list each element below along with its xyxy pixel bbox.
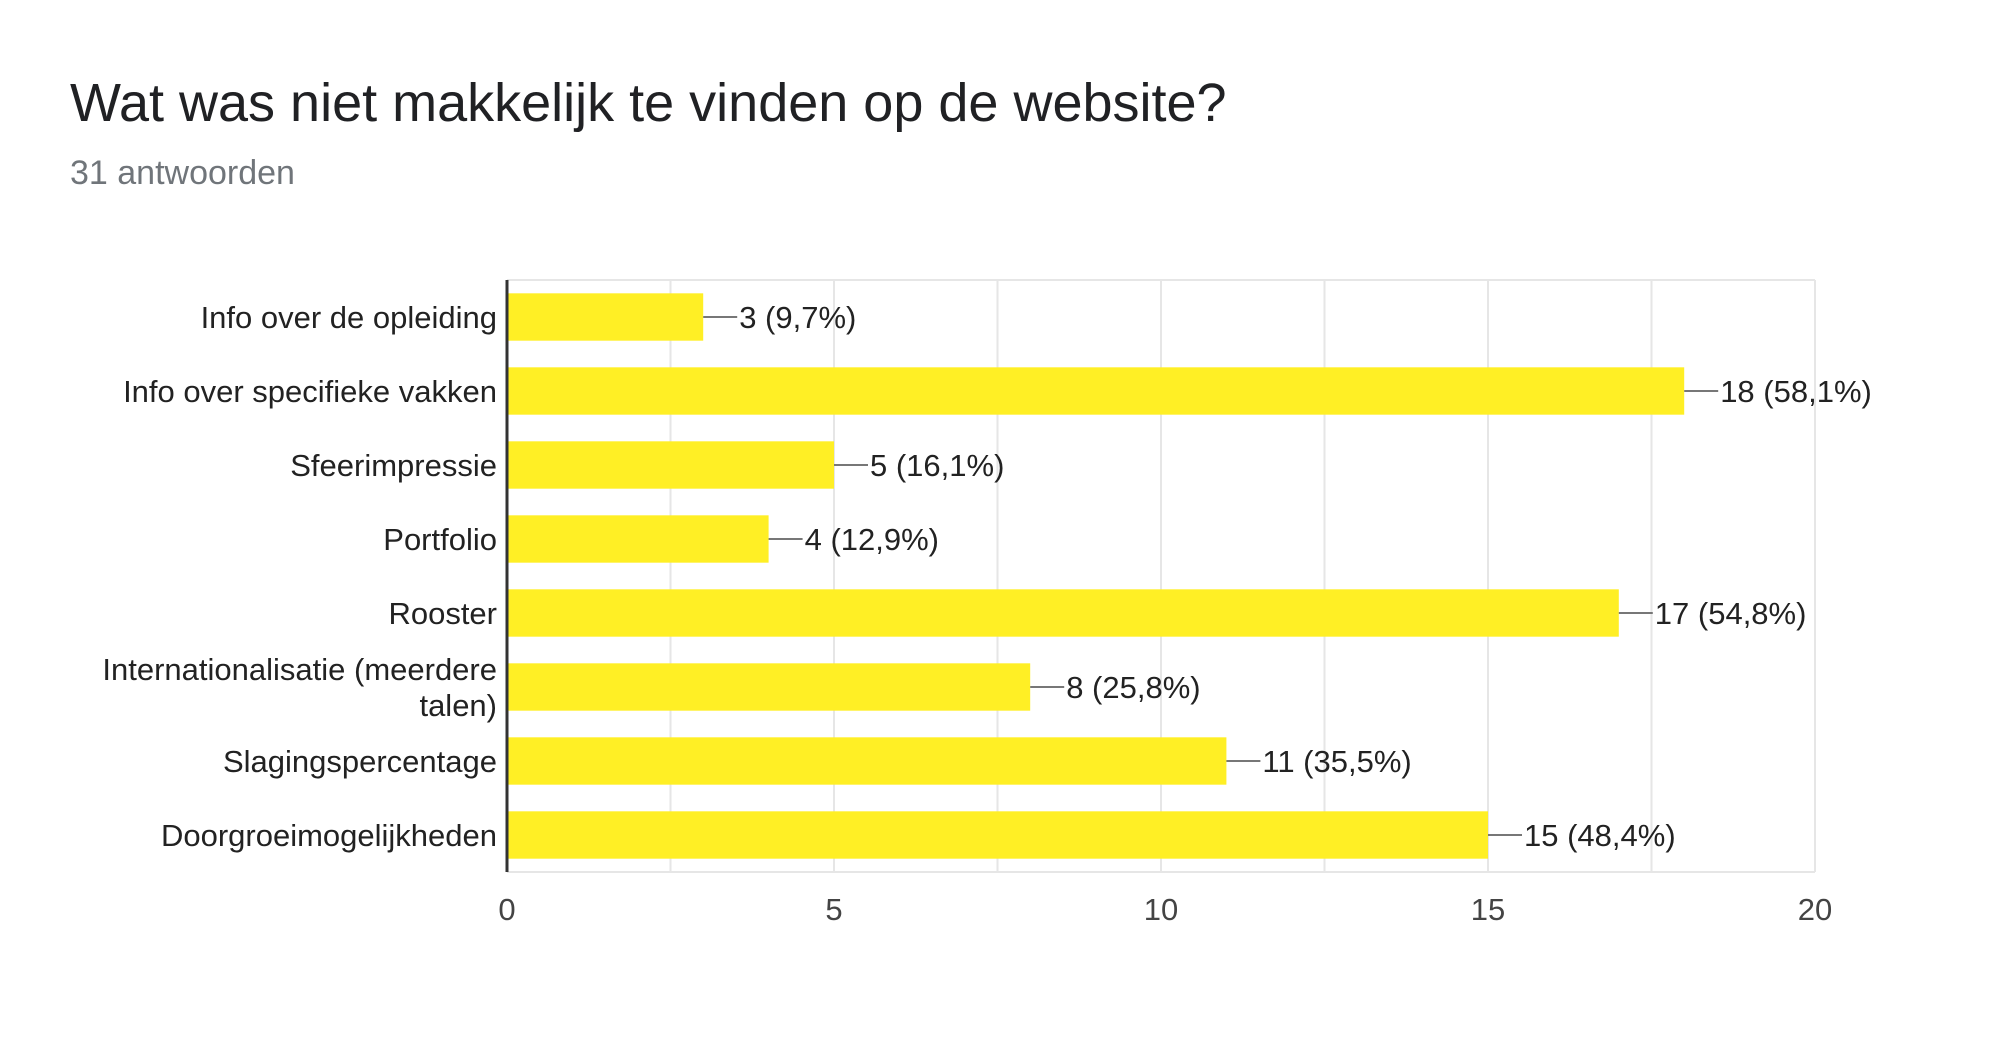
category-label: Sfeerimpressie [290, 448, 497, 483]
bar [507, 811, 1488, 859]
bar [507, 441, 834, 489]
bar [507, 515, 769, 563]
category-label: Info over de opleiding [201, 300, 497, 335]
x-tick-label: 10 [1144, 892, 1178, 927]
data-label: 8 (25,8%) [1066, 670, 1200, 705]
x-tick-label: 20 [1798, 892, 1832, 927]
category-label: Rooster [388, 596, 497, 631]
chart-title: Wat was niet makkelijk te vinden op de w… [70, 73, 1227, 133]
data-label: 11 (35,5%) [1262, 744, 1411, 779]
bar [507, 589, 1619, 637]
data-label: 5 (16,1%) [870, 448, 1004, 483]
x-tick-label: 15 [1471, 892, 1505, 927]
bar [507, 293, 704, 341]
bar [507, 663, 1031, 711]
data-label: 18 (58,1%) [1720, 374, 1872, 409]
x-tick-label: 0 [498, 892, 515, 927]
category-label: Doorgroeimogelijkheden [161, 818, 497, 853]
response-count: 31 antwoorden [70, 154, 295, 192]
x-tick-label: 5 [825, 892, 842, 927]
data-label: 3 (9,7%) [739, 300, 856, 335]
data-label: 4 (12,9%) [805, 522, 939, 557]
category-label: Slagingspercentage [223, 744, 497, 779]
category-label: Internationalisatie (meerdere [102, 652, 497, 687]
data-label: 17 (54,8%) [1655, 596, 1807, 631]
data-label: 15 (48,4%) [1524, 818, 1676, 853]
category-label: Info over specifieke vakken [123, 374, 497, 409]
category-label: talen) [419, 688, 497, 723]
bar [507, 737, 1227, 785]
category-label: Portfolio [383, 522, 497, 557]
bar [507, 367, 1685, 415]
